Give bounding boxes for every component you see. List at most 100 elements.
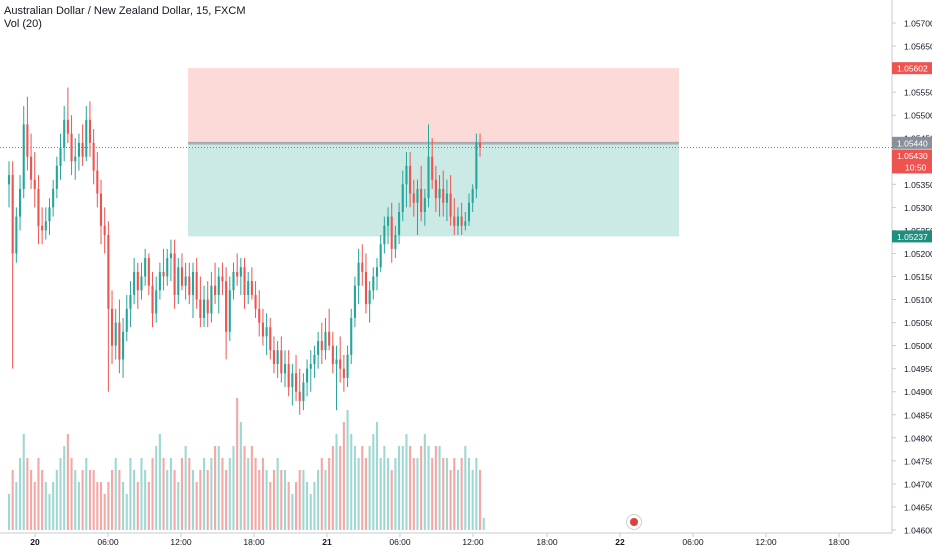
volume-bar — [155, 446, 158, 530]
volume-bar — [449, 470, 452, 530]
volume-bar — [162, 458, 165, 530]
candle-body — [221, 276, 224, 282]
candle-body — [169, 253, 172, 259]
candle-body — [188, 276, 191, 295]
volume-bar — [456, 470, 460, 530]
volume-bar — [272, 470, 276, 530]
volume-bar — [169, 458, 172, 530]
volume-bar — [287, 482, 290, 530]
y-tick-label: 1.04650 — [904, 502, 932, 512]
candle-body — [151, 285, 154, 314]
y-tick-label: 1.04900 — [904, 387, 932, 397]
volume-bar — [33, 482, 36, 530]
volume-bar — [166, 470, 169, 530]
volume-bar — [133, 470, 136, 530]
candle-body — [99, 193, 103, 226]
y-tick-label: 1.04600 — [904, 526, 932, 536]
volume-bar — [41, 470, 44, 530]
candle-body — [328, 331, 331, 346]
candle-body — [107, 235, 110, 309]
candle-body — [357, 262, 360, 286]
candle-body — [280, 350, 283, 374]
y-tick-label: 1.05350 — [904, 180, 932, 190]
candle-body — [210, 285, 213, 314]
candle-body — [236, 271, 239, 277]
y-tick-label: 1.05100 — [904, 295, 932, 305]
candle-body — [129, 294, 132, 309]
tradingview-logo-icon[interactable] — [626, 514, 642, 530]
candle-body — [420, 188, 423, 212]
volume-bar — [357, 458, 360, 530]
volume-bar — [225, 470, 228, 530]
volume-bar — [22, 434, 25, 530]
volume-bar — [199, 470, 202, 530]
candle-body — [217, 276, 220, 295]
volume-indicator-label: Vol (20) — [4, 18, 42, 30]
volume-bar — [217, 446, 220, 530]
x-tick-label: 06:00 — [682, 537, 704, 547]
candle-body — [125, 308, 128, 332]
volume-bar — [291, 494, 294, 530]
volume-bar — [438, 446, 441, 530]
candle-body — [375, 267, 379, 277]
candle-body — [195, 271, 198, 300]
candle-body — [114, 322, 117, 346]
volume-bar — [482, 518, 485, 530]
volume-bar — [74, 470, 77, 530]
candle-body — [313, 354, 316, 365]
candle-body — [467, 202, 471, 222]
stop-loss-zone — [188, 68, 679, 143]
volume-bar — [375, 422, 379, 530]
volume-bar — [110, 470, 114, 530]
volume-bar — [328, 458, 331, 530]
y-tick-label: 1.04950 — [904, 364, 932, 374]
volume-bar — [180, 458, 184, 530]
candle-body — [254, 294, 257, 309]
volume-bar — [88, 470, 92, 530]
candle-body — [81, 142, 84, 157]
y-tick-label: 1.05200 — [904, 249, 932, 259]
candle-body — [283, 364, 287, 374]
volume-bar — [331, 446, 334, 530]
volume-bar — [306, 482, 309, 530]
y-tick-label: 1.05050 — [904, 318, 932, 328]
volume-bar — [350, 434, 353, 530]
volume-bar — [416, 458, 419, 530]
y-tick-label: 1.05300 — [904, 203, 932, 213]
candle-body — [379, 244, 382, 268]
candle-body — [342, 368, 345, 378]
candle-body — [63, 119, 66, 148]
x-tick-label: 22 — [615, 537, 625, 547]
volume-bar — [221, 458, 224, 530]
candle-body — [287, 364, 290, 388]
candle-body — [92, 142, 95, 171]
volume-bar — [232, 446, 235, 530]
candle-body — [346, 354, 349, 378]
y-tick-label: 1.05000 — [904, 341, 932, 351]
candle-body — [320, 341, 323, 351]
volume-bar — [405, 434, 408, 530]
candle-body — [232, 271, 235, 291]
candle-body — [103, 225, 106, 236]
candle-body — [96, 170, 99, 194]
candle-body — [41, 225, 44, 231]
candle-body — [184, 276, 187, 286]
volume-bar — [464, 446, 467, 530]
candle-body — [44, 221, 47, 231]
volume-bar — [379, 458, 382, 530]
volume-bar — [280, 470, 283, 530]
volume-bar — [173, 470, 176, 530]
target-price-label-bg — [892, 230, 932, 243]
volume-bar — [460, 458, 463, 530]
y-tick-label: 1.05150 — [904, 272, 932, 282]
candle-body — [361, 262, 364, 272]
volume-bar — [66, 434, 69, 530]
candle-body — [324, 331, 327, 351]
candle-body — [431, 156, 434, 180]
candle-body — [239, 267, 242, 277]
candle-body — [353, 285, 356, 318]
candle-body — [191, 271, 195, 295]
candle-body — [398, 211, 401, 236]
